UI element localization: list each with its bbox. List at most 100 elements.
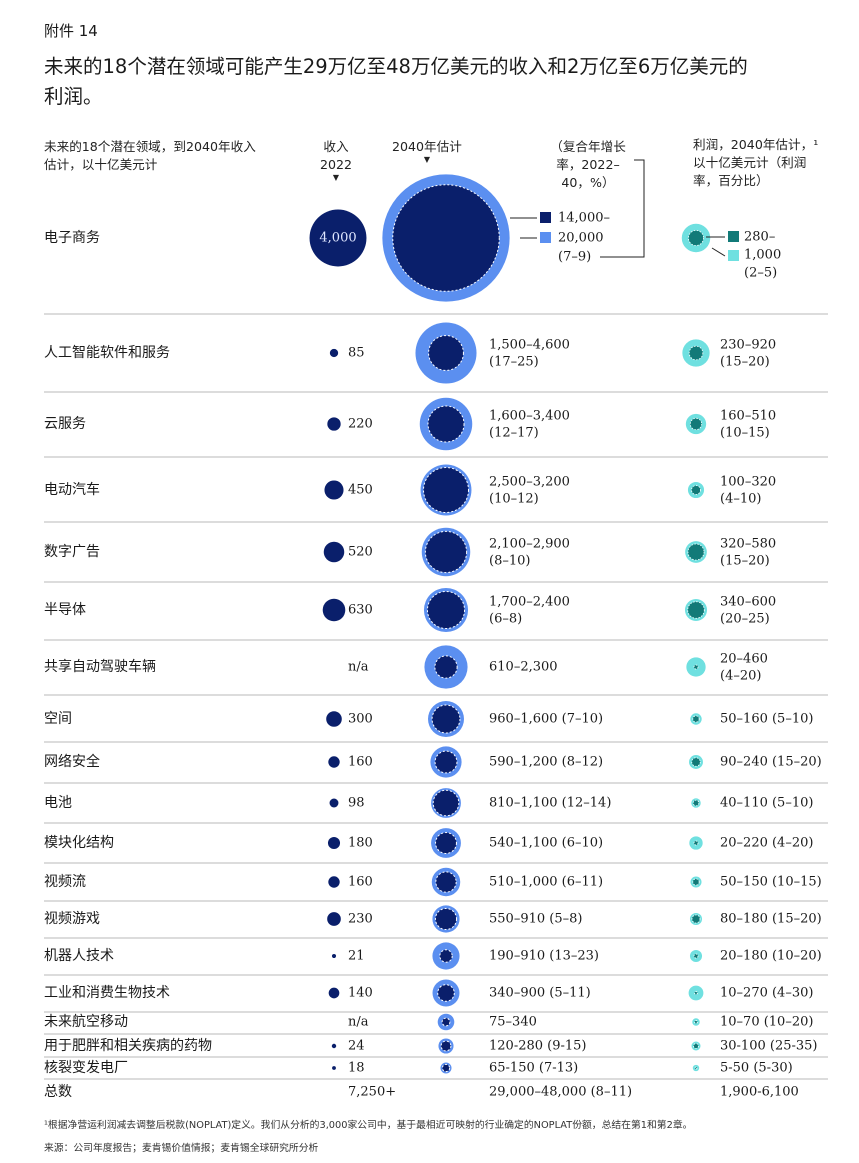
profit-low-bubble — [693, 840, 699, 846]
estimate-low-bubble — [441, 1063, 451, 1073]
profit-value: 160–510 — [720, 409, 776, 424]
estimate-cagr-value: (10–12) — [489, 492, 539, 507]
revenue-2022-value: n/a — [348, 660, 369, 675]
profit-value: 10–270 (4–30) — [720, 986, 813, 1001]
revenue-2022-bubble — [326, 711, 342, 727]
revenue-2022-value: 300 — [348, 712, 373, 727]
estimate-value: 590–1,200 (8–12) — [489, 755, 603, 770]
estimate-value-line2: 20,000 — [558, 231, 604, 246]
profit-low-legend-square — [728, 231, 739, 242]
category-label: 电子商务 — [44, 230, 100, 246]
profit-value: 20–460 — [720, 652, 768, 667]
category-label: 电池 — [44, 795, 72, 811]
profit-low-bubble — [687, 543, 705, 561]
profit-value: 40–110 (5–10) — [720, 796, 813, 811]
revenue-2022-value: 180 — [348, 836, 373, 851]
profit-low-bubble — [691, 914, 701, 924]
profit-margin-value: (15–20) — [720, 355, 770, 370]
revenue-2022-bubble — [323, 541, 345, 563]
estimate-value: 1,700–2,400 — [489, 595, 570, 610]
profit-margin-value: (4–10) — [720, 492, 761, 507]
category-label: 空间 — [44, 711, 72, 727]
cagr-leader-line — [600, 159, 645, 258]
estimate-value: 510–1,000 (6–11) — [489, 875, 603, 890]
estimate-low-bubble — [437, 984, 455, 1002]
profit-value: 230–920 — [720, 338, 776, 353]
total-profit-2040: 1,900-6,100 — [720, 1085, 799, 1100]
revenue-2022-value: 520 — [348, 545, 373, 560]
profit-value: 80–180 (15–20) — [720, 912, 822, 927]
header-estimate-2040: 2040年估计 ▼ — [392, 138, 462, 164]
profit-low-bubble — [693, 664, 699, 670]
profit-high-legend-square — [728, 250, 739, 261]
profit-low-bubble — [692, 715, 700, 723]
estimate-value-line1: 14,000– — [558, 211, 610, 226]
estimate-value: 540–1,100 (6–10) — [489, 836, 603, 851]
revenue-2022-value: 4,000 — [319, 231, 356, 246]
revenue-2022-value: 18 — [348, 1061, 365, 1076]
estimate-low-bubble — [441, 1017, 451, 1027]
profit-low-bubble — [688, 345, 704, 361]
estimate-low-bubble — [427, 405, 465, 443]
estimate-low-bubble — [435, 871, 457, 893]
revenue-2022-bubble — [329, 798, 339, 808]
profit-value: 30-100 (25-35) — [720, 1039, 818, 1054]
profit-low-bubble — [693, 953, 699, 959]
profit-margin-value: (2–5) — [744, 266, 777, 281]
footnote: ¹根据净营运利润减去调整后税款(NOPLAT)定义。我们从分析的3,000家公司… — [44, 1120, 693, 1131]
revenue-2022-value: 21 — [348, 949, 365, 964]
header-estimate-2040-text: 2040年估计 — [392, 139, 462, 154]
revenue-2022-bubble — [309, 209, 367, 267]
total-revenue-2022: 7,250+ — [348, 1085, 396, 1100]
revenue-2022-bubble — [328, 756, 340, 768]
category-label: 共享自动驾驶车辆 — [44, 658, 156, 675]
revenue-2022-value: 85 — [348, 346, 365, 361]
profit-value: 10–70 (10–20) — [720, 1015, 813, 1030]
category-label: 视频游戏 — [44, 911, 100, 927]
revenue-2022-value: 140 — [348, 986, 373, 1001]
revenue-2022-bubble — [331, 953, 337, 959]
profit-low-bubble — [689, 417, 703, 431]
estimate-value: 340–900 (5–11) — [489, 986, 591, 1001]
category-label: 视频流 — [44, 874, 86, 890]
profit-value-line1: 280– — [744, 230, 775, 245]
estimate-low-bubble — [428, 335, 464, 371]
total-estimate-2040: 29,000–48,000 (8–11) — [489, 1085, 632, 1100]
profit-low-bubble — [687, 601, 705, 619]
revenue-2022-bubble — [327, 417, 341, 431]
estimate-low-bubble — [434, 655, 458, 679]
revenue-2022-bubble — [322, 598, 346, 622]
estimate-value: 1,600–3,400 — [489, 409, 570, 424]
profit-value: 50–160 (5–10) — [720, 712, 813, 727]
profit-low-bubble — [694, 991, 698, 995]
revenue-2022-bubble — [331, 1043, 337, 1049]
estimate-low-bubble — [426, 590, 466, 630]
estimate-value: 2,100–2,900 — [489, 537, 570, 552]
profit-value: 90–240 (15–20) — [720, 755, 822, 770]
estimate-value: 960–1,600 (7–10) — [489, 712, 603, 727]
profit-value: 100–320 — [720, 475, 776, 490]
estimate-low-bubble — [432, 789, 460, 817]
revenue-2022-bubble — [332, 1066, 336, 1070]
header-cagr: （复合年增长率，2022–40，%） — [550, 139, 626, 190]
profit-value-line2: 1,000 — [744, 248, 781, 263]
estimate-value: 550–910 (5–8) — [489, 912, 582, 927]
category-label: 人工智能软件和服务 — [44, 345, 170, 361]
header-revenue-2022-text: 收入 2022 — [319, 139, 353, 172]
revenue-2022-value: 160 — [348, 875, 373, 890]
profit-low-bubble — [692, 878, 700, 886]
estimate-value: 120-280 (9-15) — [489, 1039, 587, 1054]
estimate-low-bubble — [423, 467, 469, 513]
total-label: 总数 — [44, 1084, 72, 1100]
profit-value: 20–180 (10–20) — [720, 949, 822, 964]
category-label: 数字广告 — [44, 544, 100, 560]
profit-margin-value: (10–15) — [720, 426, 770, 441]
estimate-value: 1,500–4,600 — [489, 338, 570, 353]
revenue-2022-bubble — [327, 912, 341, 926]
category-label: 工业和消费生物技术 — [44, 985, 170, 1001]
estimate-cagr-value: (12–17) — [489, 426, 539, 441]
leader-line — [711, 247, 726, 257]
header-revenue-2022: 收入 2022 ▼ — [314, 138, 358, 182]
estimate-low-bubble — [431, 704, 461, 734]
